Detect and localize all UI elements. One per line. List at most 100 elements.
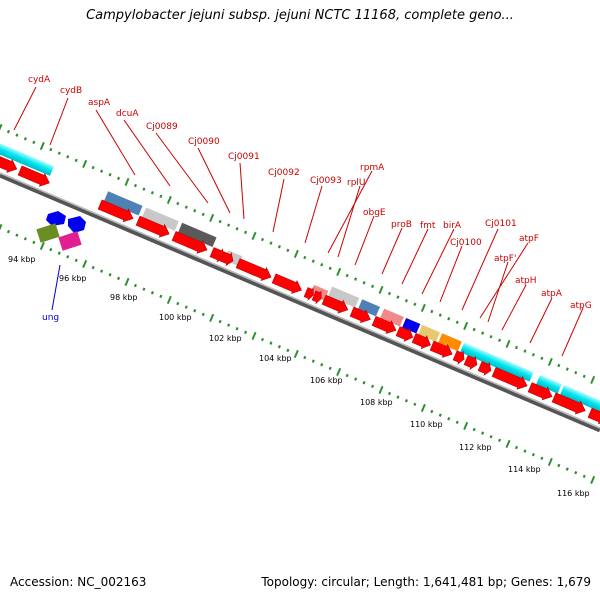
accession-text: Accession: NC_002163 [10, 575, 147, 589]
tick-minor [108, 273, 112, 277]
gene-arrow [235, 258, 272, 281]
tick-major [378, 385, 384, 395]
scale-label: 116 kbp [557, 489, 590, 498]
gene-arrow [135, 215, 170, 238]
connector-rplU [337, 185, 361, 258]
label-Cj0101: Cj0101 [485, 219, 517, 229]
feature-cyan-left [0, 138, 55, 177]
connector-cydA [13, 86, 37, 131]
feature-olive [36, 223, 60, 243]
connector-atpF-prime [487, 261, 509, 323]
tick-minor [557, 363, 561, 368]
tick-major [124, 177, 130, 187]
label-atpA: atpA [541, 289, 563, 299]
scale-labels: 94 kbp 96 kbp 98 kbp 100 kbp 102 kbp 104… [8, 255, 590, 498]
tick-minor [100, 269, 104, 273]
tick-major [82, 259, 88, 269]
tick-minor [320, 263, 324, 267]
tick-minor [32, 240, 36, 245]
tick-minor [218, 219, 222, 224]
reverse-genes [36, 211, 86, 251]
gene-arrow [0, 148, 18, 173]
connector-Cj0090 [197, 147, 231, 214]
tick-minor [514, 445, 519, 450]
gene-arrow [171, 231, 208, 254]
label-aspA: aspA [88, 98, 111, 108]
tick-minor [133, 183, 138, 188]
scale-label: 112 kbp [459, 443, 492, 452]
tick-minor [303, 355, 307, 360]
reverse-gene-2 [68, 216, 86, 233]
tick-minor [74, 158, 78, 163]
tick-major [590, 375, 596, 384]
tick-minor [404, 399, 408, 403]
tick-minor [108, 173, 112, 177]
tick-minor [413, 302, 417, 307]
ung-connector [51, 264, 61, 311]
tick-minor [116, 276, 121, 281]
tick-minor [150, 191, 154, 195]
scale-label: 108 kbp [360, 398, 393, 407]
tick-minor [269, 241, 273, 245]
tick-minor [243, 230, 248, 235]
tick-minor [235, 227, 239, 231]
gene-arrow [429, 340, 453, 358]
scale-label: 106 kbp [310, 376, 343, 385]
tick-minor [150, 291, 154, 295]
tick-minor [311, 359, 315, 363]
backbone-highlight [0, 172, 600, 429]
connector-Cj0101 [461, 228, 499, 311]
label-Cj0089: Cj0089 [146, 122, 178, 132]
tick-minor [6, 129, 11, 134]
tick-minor [328, 266, 332, 271]
gene-arrow [452, 350, 465, 365]
label-atpG: atpG [570, 301, 592, 311]
reverse-gene-1 [46, 211, 66, 226]
tick-major [547, 457, 553, 466]
tick-minor [235, 327, 239, 331]
tick-row-top [0, 123, 596, 384]
tick-minor [91, 265, 95, 270]
connector-atpA [529, 297, 553, 344]
tick-major [0, 123, 3, 131]
tick-minor [320, 363, 324, 367]
tick-minor [49, 247, 53, 252]
tick-minor [49, 147, 53, 152]
connector-aspA [95, 109, 136, 176]
tick-minor [227, 323, 231, 327]
tick-minor [193, 209, 197, 213]
tick-minor [243, 330, 248, 335]
label-cydA: cydA [28, 75, 51, 85]
tick-minor [582, 374, 586, 379]
tick-minor [277, 345, 281, 349]
tick-minor [540, 356, 544, 361]
tick-major [293, 249, 299, 259]
tick-major [0, 223, 3, 231]
gene-arrow [395, 326, 414, 342]
scale-label: 114 kbp [508, 465, 541, 474]
tick-minor [574, 470, 578, 475]
tick-major [505, 439, 511, 448]
tick-major [293, 349, 299, 359]
connector-dcuA [123, 119, 171, 187]
tick-minor [142, 187, 146, 191]
tick-minor [15, 233, 19, 237]
feature-cyan [559, 384, 600, 415]
tick-minor [557, 463, 561, 468]
tick-minor [523, 349, 527, 353]
tick-minor [57, 251, 61, 255]
label-birA: birA [443, 221, 462, 231]
tick-minor [193, 309, 197, 313]
tick-minor [142, 287, 146, 291]
tick-minor [354, 377, 358, 381]
gene-arrow [219, 251, 234, 267]
label-dcuA: dcuA [116, 109, 139, 119]
tick-minor [32, 140, 36, 145]
tick-minor [438, 413, 442, 417]
tick-minor [286, 348, 290, 353]
label-Cj0090: Cj0090 [188, 137, 220, 147]
connector-atpF [479, 242, 529, 319]
tick-minor [23, 237, 27, 241]
tick-minor [481, 431, 485, 435]
